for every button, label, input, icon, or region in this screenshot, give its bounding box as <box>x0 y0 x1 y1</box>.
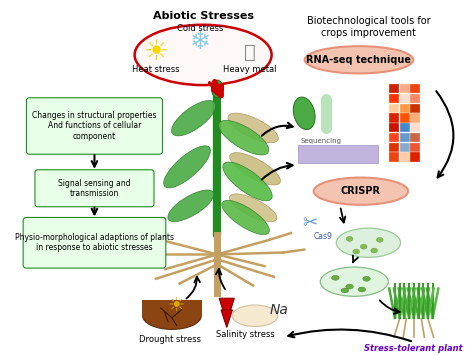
FancyBboxPatch shape <box>23 218 166 268</box>
Text: Drought stress: Drought stress <box>139 335 201 344</box>
Ellipse shape <box>135 25 272 85</box>
Text: ❄: ❄ <box>190 30 211 54</box>
Ellipse shape <box>341 288 348 293</box>
Bar <box>400 113 410 122</box>
Text: Salinity stress: Salinity stress <box>216 331 275 339</box>
Ellipse shape <box>363 276 370 281</box>
Ellipse shape <box>360 244 367 249</box>
Bar <box>389 94 399 103</box>
Text: Physio-morphological adaptions of plants
in response to abiotic stresses: Physio-morphological adaptions of plants… <box>15 233 174 252</box>
Text: Cold stress: Cold stress <box>177 24 223 33</box>
Ellipse shape <box>172 100 216 136</box>
Bar <box>142 300 202 316</box>
Ellipse shape <box>320 267 388 296</box>
Ellipse shape <box>337 228 401 257</box>
Bar <box>389 84 399 93</box>
Bar <box>400 152 410 162</box>
Ellipse shape <box>371 248 377 253</box>
Bar <box>410 113 420 122</box>
Ellipse shape <box>232 305 278 327</box>
Bar <box>400 94 410 103</box>
Polygon shape <box>219 298 234 323</box>
Ellipse shape <box>305 46 413 73</box>
Ellipse shape <box>168 190 214 222</box>
Ellipse shape <box>219 120 269 155</box>
Ellipse shape <box>332 275 339 280</box>
Ellipse shape <box>222 200 269 235</box>
Bar <box>389 152 399 162</box>
Bar <box>410 123 420 132</box>
Bar <box>410 94 420 103</box>
Ellipse shape <box>353 249 359 254</box>
Ellipse shape <box>314 178 408 205</box>
FancyBboxPatch shape <box>35 170 154 207</box>
Ellipse shape <box>376 237 383 242</box>
Bar <box>400 133 410 142</box>
Bar <box>410 142 420 152</box>
Bar <box>389 104 399 113</box>
Bar <box>410 152 420 162</box>
Text: Cas9: Cas9 <box>314 233 333 241</box>
Ellipse shape <box>346 284 353 289</box>
Text: RNA-seq technique: RNA-seq technique <box>307 55 411 65</box>
Text: Heavy metal: Heavy metal <box>223 65 276 74</box>
Ellipse shape <box>346 236 353 241</box>
Text: CRISPR: CRISPR <box>341 186 381 196</box>
Text: Stress-tolerant plant: Stress-tolerant plant <box>365 344 463 353</box>
Text: ☀: ☀ <box>144 38 168 66</box>
Bar <box>389 133 399 142</box>
Ellipse shape <box>293 97 315 130</box>
Bar <box>410 104 420 113</box>
Text: Abiotic Stresses: Abiotic Stresses <box>153 11 254 21</box>
Text: 🪝: 🪝 <box>245 43 256 61</box>
FancyBboxPatch shape <box>27 98 163 154</box>
Text: Na: Na <box>269 303 288 317</box>
Bar <box>400 142 410 152</box>
Text: ☀: ☀ <box>167 296 184 316</box>
Ellipse shape <box>143 302 201 329</box>
Text: Heat stress: Heat stress <box>132 65 180 74</box>
Ellipse shape <box>164 146 210 188</box>
Text: Sequencing: Sequencing <box>301 138 342 144</box>
Text: Signal sensing and
transmission: Signal sensing and transmission <box>58 179 131 198</box>
Bar <box>400 104 410 113</box>
Bar <box>400 84 410 93</box>
Bar <box>410 133 420 142</box>
Ellipse shape <box>228 113 278 143</box>
Ellipse shape <box>211 80 223 98</box>
Bar <box>400 123 410 132</box>
FancyBboxPatch shape <box>298 146 378 163</box>
Ellipse shape <box>230 153 281 185</box>
Bar <box>389 113 399 122</box>
Bar <box>389 123 399 132</box>
Text: Biotechnological tools for
crops improvement: Biotechnological tools for crops improve… <box>307 16 430 38</box>
Ellipse shape <box>223 162 272 201</box>
Text: ✂: ✂ <box>302 214 318 232</box>
Ellipse shape <box>358 287 365 292</box>
Polygon shape <box>221 310 232 327</box>
Bar <box>410 84 420 93</box>
Text: Changes in structural properties
And functions of cellular
component: Changes in structural properties And fun… <box>32 111 157 141</box>
Bar <box>389 142 399 152</box>
Ellipse shape <box>229 194 277 222</box>
